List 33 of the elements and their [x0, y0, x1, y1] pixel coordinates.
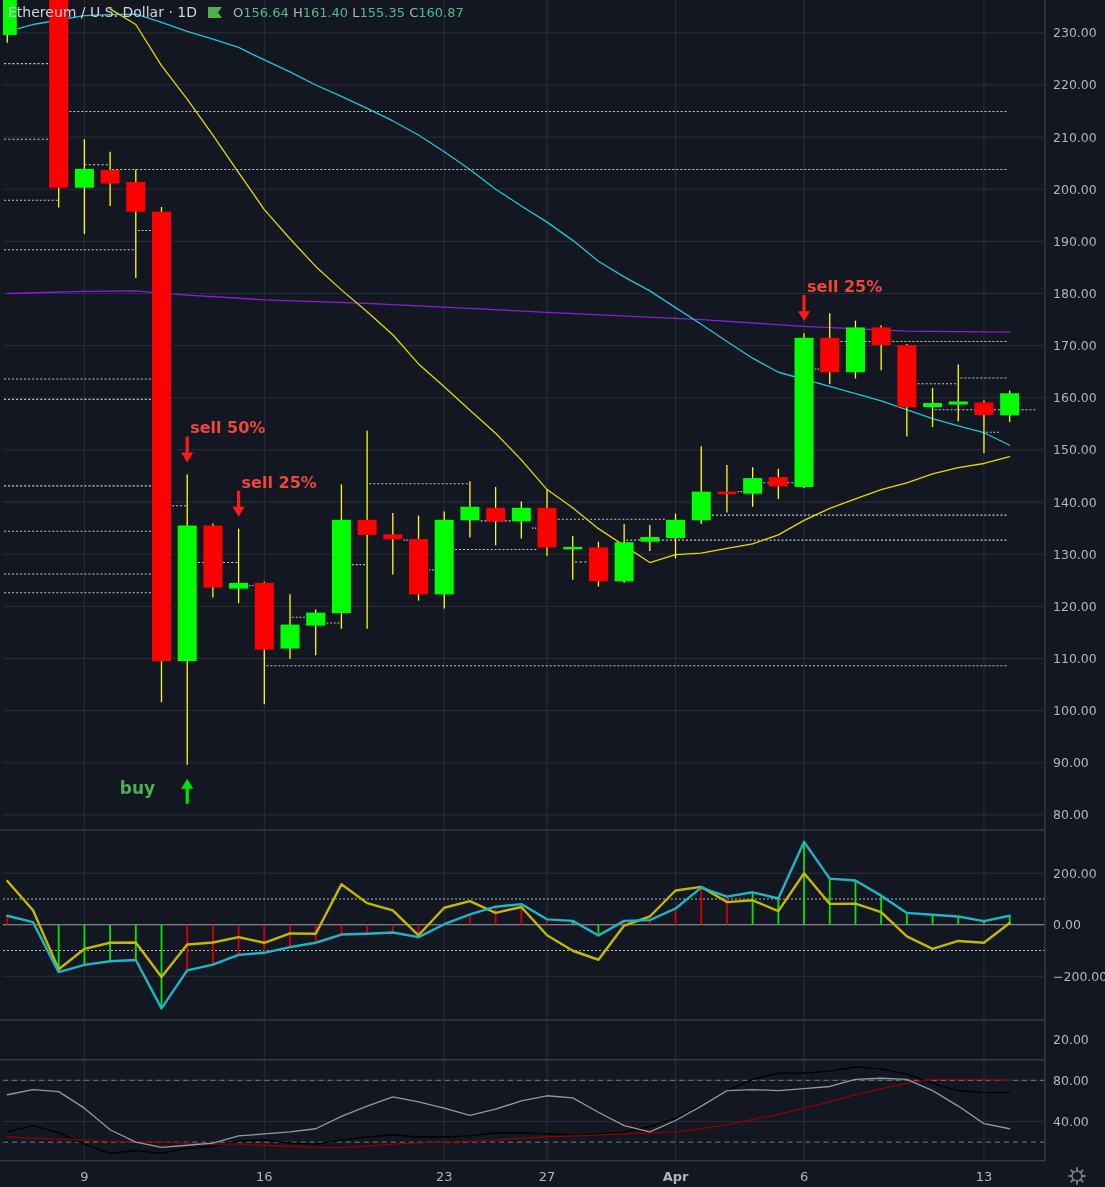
y-tick-label: 80.00: [1053, 807, 1089, 823]
x-tick-label: 13: [975, 1169, 993, 1185]
y-tick-label: 150.00: [1053, 442, 1097, 458]
x-tick-label: 27: [538, 1169, 556, 1185]
y-tick-label: 210.00: [1053, 129, 1097, 145]
y-tick-label: 200.00: [1053, 181, 1097, 197]
annotation: buy: [119, 777, 156, 798]
y-tick-label: 40.00: [1053, 1114, 1089, 1130]
y-tick-label: 90.00: [1053, 755, 1089, 771]
y-tick-label: 80.00: [1053, 1072, 1089, 1088]
x-tick-label: Apr: [662, 1169, 690, 1185]
annotation: sell 25%: [241, 472, 317, 492]
y-tick-label: 160.00: [1053, 390, 1097, 406]
y-tick-label: 180.00: [1053, 286, 1097, 302]
text: 20.00: [1053, 1032, 1089, 1048]
x-tick-label: 9: [80, 1169, 89, 1185]
annotation: sell 50%: [190, 418, 266, 438]
y-tick-label: 220.00: [1053, 77, 1097, 93]
y-tick-label: 100.00: [1053, 703, 1097, 719]
x-tick-label: 16: [256, 1169, 273, 1185]
annotation: sell 25%: [807, 277, 883, 297]
y-tick-label: 120.00: [1053, 598, 1097, 614]
x-tick-label: 23: [435, 1169, 453, 1185]
y-tick-label: 130.00: [1053, 546, 1097, 562]
chart-subtitle: O156.64 H161.40 L155.35 C160.87: [233, 4, 464, 20]
y-tick-label: 170.00: [1053, 338, 1097, 354]
y-tick-label: 230.00: [1053, 25, 1097, 41]
y-tick-label: 190.00: [1053, 233, 1097, 249]
y-tick-label: 110.00: [1053, 650, 1097, 666]
y-tick-label: 0.00: [1053, 917, 1081, 933]
y-tick-label: 140.00: [1053, 494, 1097, 510]
y-tick-label: 200.00: [1053, 865, 1097, 881]
x-tick-label: 6: [799, 1169, 809, 1185]
